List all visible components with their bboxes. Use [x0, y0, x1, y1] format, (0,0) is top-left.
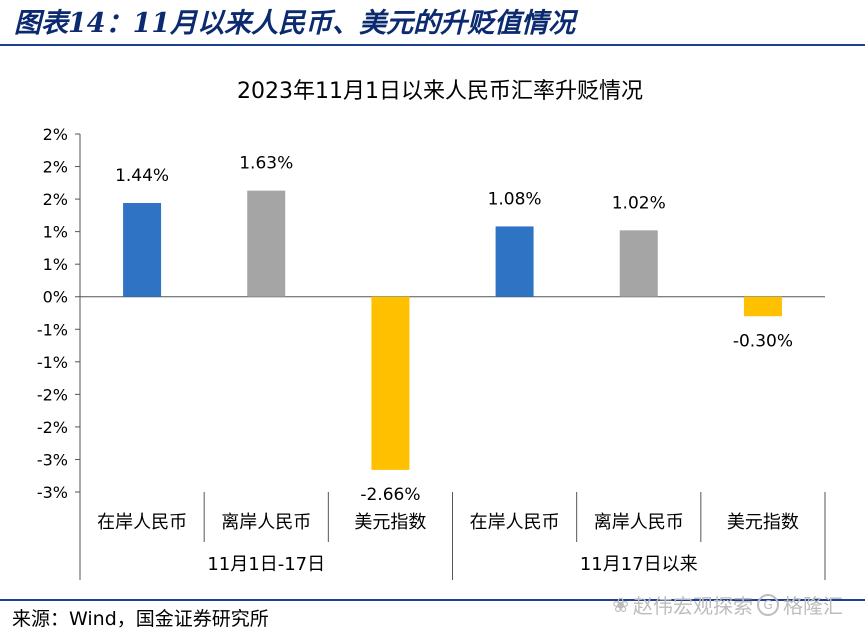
category-label: 离岸人民币	[221, 512, 311, 533]
figure-title: 图表14：11月以来人民币、美元的升贬值情况	[14, 8, 576, 39]
watermark: ❀ 赵伟宏观探索 G 格隆汇	[612, 590, 843, 619]
data-label: -0.30%	[733, 331, 793, 351]
y-tick-label: 1%	[43, 223, 68, 242]
bar	[123, 202, 162, 297]
data-label: 1.63%	[239, 154, 293, 174]
bar	[743, 296, 782, 317]
category-label: 美元指数	[727, 512, 799, 533]
data-label: 1.08%	[488, 189, 542, 209]
bar	[619, 230, 658, 297]
group-label: 11月1日-17日	[207, 554, 325, 575]
bar-chart: 2023年11月1日以来人民币汇率升贬情况 -3% -3% -2% -2% -1% -1%…	[37, 79, 826, 580]
category-label: 在岸人民币	[470, 512, 560, 533]
y-tick-label: 1%	[43, 255, 68, 274]
source-note: 来源：Wind，国金证券研究所	[12, 608, 269, 630]
x-axis: 在岸人民币 离岸人民币 美元指数 在岸人民币 离岸人民币 美元指数 11月1日-17日 11月…	[79, 492, 826, 580]
bar	[495, 226, 534, 297]
y-tick-label: 2%	[43, 158, 68, 177]
chart-title: 2023年11月1日以来人民币汇率升贬情况	[237, 79, 643, 104]
wechat-icon: ❀	[612, 592, 629, 617]
y-tick-label: -1%	[37, 320, 68, 339]
axes: -3% -3% -2% -2% -1% -1% 0% 1% 1% 2% 2% 2%	[37, 125, 825, 502]
title-rule	[0, 44, 865, 46]
data-label: -2.66%	[360, 485, 420, 505]
source-rule	[0, 599, 865, 601]
y-tick-label: -3%	[37, 450, 68, 469]
category-label: 在岸人民币	[97, 512, 187, 533]
data-label: 1.44%	[115, 166, 169, 186]
bars	[123, 190, 782, 470]
bar	[247, 190, 286, 297]
y-tick-label: 0%	[43, 288, 68, 307]
category-label: 离岸人民币	[594, 512, 684, 533]
gelonghui-logo-icon: G	[757, 593, 779, 616]
data-label: 1.02%	[612, 193, 666, 213]
y-tick-label: 2%	[43, 125, 68, 144]
watermark-logo-text: 格隆汇	[783, 594, 843, 618]
watermark-text: 赵伟宏观探索	[633, 594, 753, 618]
y-tick-label: -3%	[37, 483, 68, 502]
data-labels: 1.44% 1.63% -2.66% 1.08% 1.02% -0.30%	[115, 154, 793, 505]
group-label: 11月17日以来	[580, 554, 698, 575]
y-tick-label: -2%	[37, 385, 68, 404]
y-tick-label: -1%	[37, 353, 68, 372]
bar	[371, 296, 410, 470]
y-tick-label: -2%	[37, 418, 68, 437]
y-tick-label: 2%	[43, 190, 68, 209]
category-label: 美元指数	[354, 512, 426, 533]
